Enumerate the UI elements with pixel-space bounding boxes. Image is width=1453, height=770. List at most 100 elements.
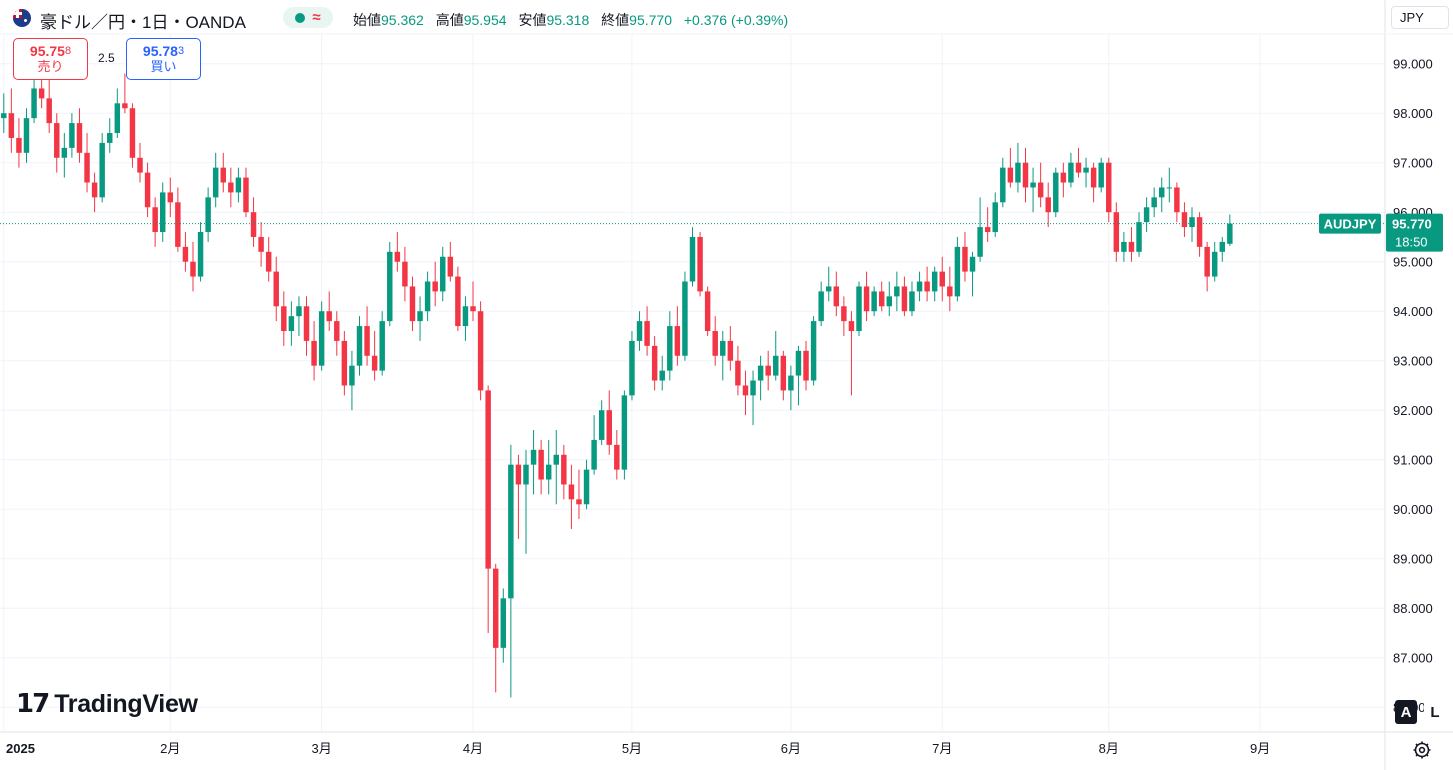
candle[interactable]	[485, 385, 491, 633]
candle[interactable]	[212, 152, 219, 208]
candle[interactable]	[61, 133, 68, 178]
candle[interactable]	[152, 197, 158, 247]
candle[interactable]	[500, 588, 507, 663]
candle[interactable]	[470, 281, 476, 322]
price-axis[interactable]: 86.00087.00088.00089.00090.00091.00092.0…	[1393, 57, 1433, 716]
candle[interactable]	[76, 108, 83, 163]
candle[interactable]	[205, 187, 211, 242]
candle[interactable]	[598, 400, 605, 445]
candle[interactable]	[1136, 212, 1142, 257]
candle[interactable]	[144, 162, 151, 218]
candle[interactable]	[947, 266, 953, 312]
candle[interactable]	[1106, 157, 1112, 223]
candle[interactable]	[1143, 197, 1150, 233]
candle[interactable]	[561, 444, 567, 500]
candle[interactable]	[1045, 182, 1051, 228]
auto-scale-button[interactable]: A	[1395, 700, 1417, 724]
candle[interactable]	[1166, 167, 1173, 203]
candle[interactable]	[220, 152, 226, 193]
candle[interactable]	[954, 236, 961, 302]
candle[interactable]	[1075, 147, 1082, 178]
candle[interactable]	[1227, 214, 1233, 246]
candle[interactable]	[265, 236, 272, 282]
candle[interactable]	[1196, 212, 1203, 257]
candle[interactable]	[667, 311, 673, 381]
candle[interactable]	[841, 296, 847, 336]
candle[interactable]	[311, 321, 317, 381]
candle[interactable]	[818, 281, 824, 327]
candle[interactable]	[349, 350, 355, 411]
log-scale-button[interactable]: L	[1424, 700, 1446, 724]
candle[interactable]	[243, 167, 249, 218]
candle[interactable]	[99, 133, 105, 203]
candle[interactable]	[1128, 227, 1135, 262]
candle[interactable]	[992, 192, 998, 237]
candle[interactable]	[1189, 207, 1195, 242]
candle[interactable]	[1030, 167, 1036, 213]
candle[interactable]	[712, 316, 718, 366]
candle[interactable]	[727, 326, 734, 371]
candle[interactable]	[909, 281, 915, 317]
candle[interactable]	[432, 261, 438, 307]
candle[interactable]	[303, 296, 310, 356]
candle[interactable]	[863, 271, 870, 322]
candle[interactable]	[288, 301, 295, 346]
candle[interactable]	[886, 281, 893, 317]
candle[interactable]	[167, 177, 174, 218]
candle[interactable]	[356, 316, 363, 376]
candle[interactable]	[538, 439, 544, 495]
candle[interactable]	[878, 281, 885, 312]
candle[interactable]	[810, 316, 817, 386]
candle[interactable]	[91, 172, 98, 213]
candle[interactable]	[273, 256, 279, 322]
candle[interactable]	[1060, 162, 1067, 198]
candle[interactable]	[1000, 157, 1006, 208]
candle[interactable]	[477, 301, 484, 401]
candle[interactable]	[1053, 167, 1059, 218]
candle[interactable]	[606, 390, 612, 455]
candle[interactable]	[788, 365, 794, 411]
candle[interactable]	[455, 266, 461, 332]
candle[interactable]	[1007, 147, 1014, 188]
symbol-title[interactable]: 豪ドル／円・1日・OANDA	[40, 13, 246, 32]
candle[interactable]	[379, 311, 385, 376]
candle[interactable]	[757, 355, 764, 401]
candle[interactable]	[492, 563, 499, 693]
tradingview-logo[interactable]: 17 TradingView	[16, 689, 198, 719]
candle[interactable]	[46, 78, 52, 134]
candle[interactable]	[720, 331, 726, 381]
candle[interactable]	[780, 350, 787, 401]
candle[interactable]	[848, 311, 855, 396]
candle[interactable]	[644, 306, 650, 356]
candle[interactable]	[137, 142, 143, 183]
candle[interactable]	[515, 454, 522, 539]
candle[interactable]	[659, 355, 665, 391]
candle[interactable]	[704, 286, 711, 336]
candle[interactable]	[1211, 241, 1218, 282]
candle[interactable]	[924, 266, 930, 302]
candle[interactable]	[1121, 232, 1127, 262]
candle[interactable]	[591, 415, 597, 475]
candle[interactable]	[621, 390, 628, 480]
candle[interactable]	[735, 345, 741, 396]
time-axis[interactable]: 2025 2月 3月 4月 5月 6月 7月 8月 9月	[6, 741, 1270, 756]
candle[interactable]	[939, 256, 945, 302]
candle[interactable]	[1083, 157, 1089, 188]
candle[interactable]	[530, 430, 537, 495]
candle[interactable]	[409, 276, 416, 332]
candle[interactable]	[1015, 142, 1021, 193]
candle[interactable]	[190, 241, 196, 292]
currency-selector[interactable]: JPY	[1391, 6, 1449, 29]
candle[interactable]	[1022, 147, 1029, 203]
candle[interactable]	[1068, 152, 1074, 188]
market-status-pill[interactable]: ≈	[283, 7, 333, 28]
candle[interactable]	[394, 232, 401, 272]
candle[interactable]	[962, 232, 968, 282]
candle[interactable]	[508, 444, 514, 698]
candle[interactable]	[84, 133, 90, 193]
candle[interactable]	[159, 182, 166, 242]
candle[interactable]	[553, 430, 559, 505]
candle[interactable]	[682, 271, 688, 361]
candle[interactable]	[1090, 162, 1097, 203]
candle[interactable]	[1151, 187, 1157, 218]
